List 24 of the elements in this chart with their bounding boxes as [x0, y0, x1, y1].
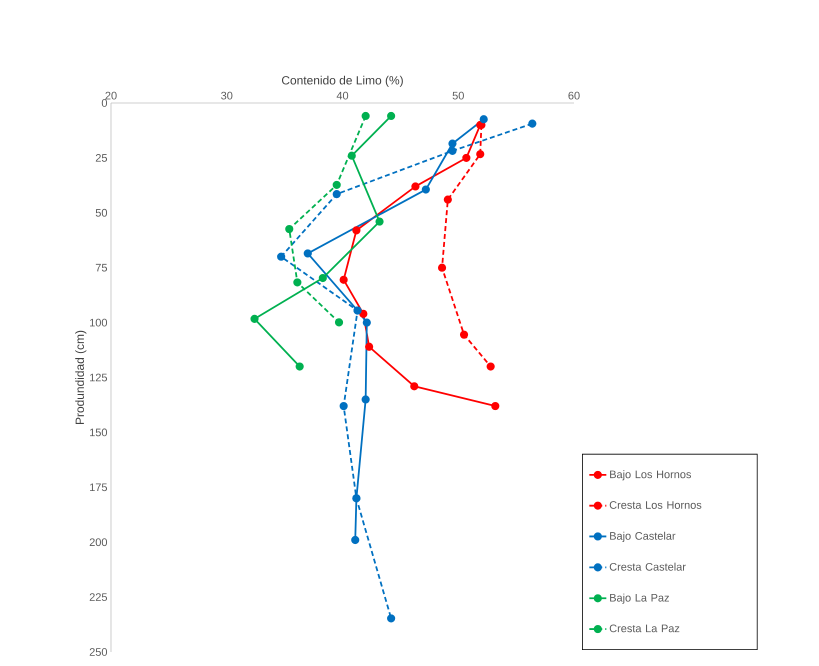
x-tick-label: 40: [336, 92, 348, 100]
y-axis-title: Produndidad (cm): [75, 330, 86, 424]
y-tick-label: 175: [90, 483, 108, 492]
legend-label: Cresta Los Hornos: [610, 501, 702, 509]
y-tick-label: 50: [96, 208, 108, 217]
y-tick-label: 125: [90, 374, 108, 382]
y-tick-label: 250: [90, 648, 108, 656]
y-tick-label: 225: [90, 593, 108, 601]
legend-label: Bajo Castelar: [610, 532, 676, 542]
y-tick-label: 25: [96, 154, 108, 162]
y-tick-label: 150: [90, 428, 108, 436]
y-tick-label: 75: [96, 264, 108, 272]
legend-label: Cresta Castelar: [610, 562, 686, 571]
x-tick-label: 20: [105, 92, 117, 100]
legend-label: Bajo Los Hornos: [610, 470, 692, 480]
y-tick-label: 100: [90, 318, 108, 326]
x-tick-label: 30: [221, 92, 232, 100]
x-tick-label: 50: [452, 92, 464, 100]
x-tick-label: 60: [568, 92, 580, 100]
y-tick-label: 200: [90, 538, 108, 546]
legend-label: Cresta La Paz: [610, 624, 680, 632]
y-tick-label: 0: [102, 99, 108, 107]
legend-label: Bajo La Paz: [610, 594, 669, 604]
x-axis-title: Contenido de Limo (%): [282, 76, 403, 87]
